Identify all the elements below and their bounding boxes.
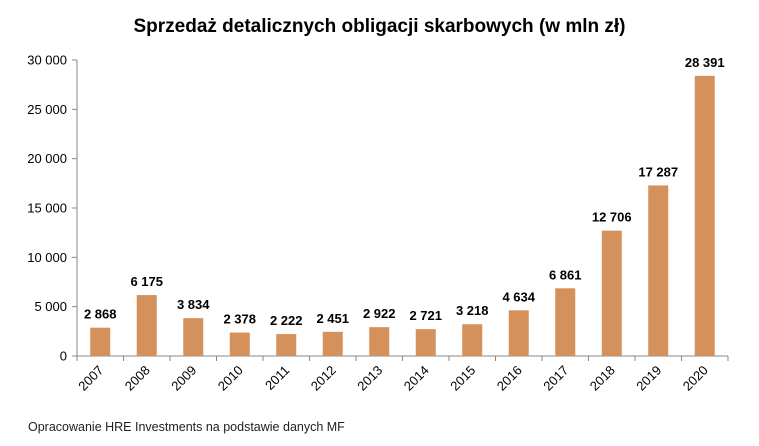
bar-2016 [508, 310, 529, 356]
y-tick-label: 25 000 [27, 102, 67, 117]
y-tick-label: 15 000 [27, 201, 67, 216]
bar-2015 [462, 324, 483, 356]
x-tick-label-2016: 2016 [494, 363, 525, 394]
x-tick-label-2007: 2007 [75, 363, 106, 394]
bar-2020 [694, 75, 715, 357]
chart-title: Sprzedaż detalicznych obligacji skarbowy… [133, 16, 626, 37]
bar-2017 [555, 288, 576, 356]
bar-2018 [601, 230, 622, 356]
y-tick-label: 20 000 [27, 151, 67, 166]
x-tick-label-2018: 2018 [587, 363, 618, 394]
bar-2014 [415, 329, 436, 356]
data-label-2020: 28 391 [685, 55, 725, 70]
x-tick-label-2015: 2015 [447, 363, 478, 394]
data-label-2012: 2 451 [316, 311, 349, 326]
bar-2008 [136, 295, 157, 356]
x-tick-label-2010: 2010 [215, 363, 246, 394]
bar-2019 [648, 185, 669, 356]
data-label-2015: 3 218 [456, 303, 489, 318]
data-label-2007: 2 868 [84, 307, 117, 322]
data-label-2016: 4 634 [502, 289, 535, 304]
x-tick-label-2011: 2011 [262, 363, 292, 393]
data-label-2011: 2 222 [270, 313, 303, 328]
bar-2009 [183, 318, 204, 356]
y-tick-label: 0 [60, 349, 67, 364]
data-label-2017: 6 861 [549, 267, 582, 282]
x-tick-label-2013: 2013 [354, 363, 385, 394]
y-tick-label: 5 000 [34, 299, 67, 314]
x-tick-label-2019: 2019 [633, 363, 664, 394]
data-label-2010: 2 378 [223, 312, 256, 327]
bar-2007 [90, 327, 111, 356]
y-tick-label: 30 000 [27, 53, 67, 68]
x-tick-label-2020: 2020 [680, 363, 711, 394]
data-label-2018: 12 706 [592, 210, 632, 225]
bar-2010 [229, 332, 250, 356]
bar-2013 [369, 327, 390, 356]
x-tick-label-2009: 2009 [168, 363, 199, 394]
x-tick-label-2017: 2017 [540, 363, 571, 394]
bar-2012 [322, 331, 343, 356]
data-label-2019: 17 287 [638, 164, 678, 179]
y-tick-label: 10 000 [27, 250, 67, 265]
data-label-2014: 2 721 [409, 308, 442, 323]
bar-2011 [276, 334, 297, 356]
x-tick-label-2012: 2012 [308, 363, 339, 394]
x-tick-label-2008: 2008 [122, 363, 153, 394]
data-label-2008: 6 175 [130, 274, 163, 289]
source-note: Opracowanie HRE Investments na podstawie… [28, 420, 345, 434]
data-label-2009: 3 834 [177, 297, 210, 312]
data-label-2013: 2 922 [363, 306, 396, 321]
x-tick-label-2014: 2014 [401, 363, 432, 394]
